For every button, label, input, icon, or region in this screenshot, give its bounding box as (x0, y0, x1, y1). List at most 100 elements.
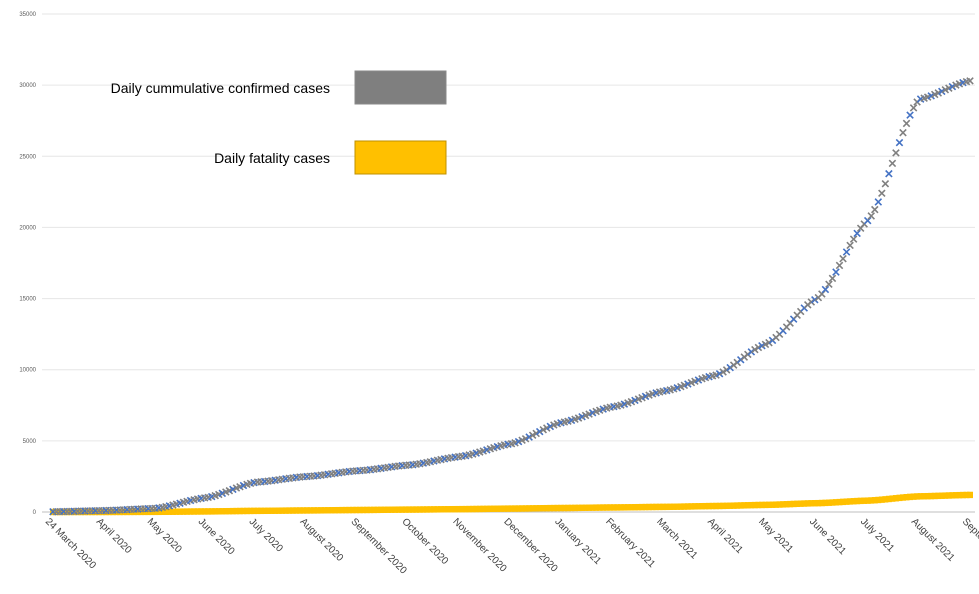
data-point (857, 497, 864, 505)
legend: Daily cummulative confirmed cases Daily … (111, 70, 447, 175)
data-point (878, 496, 885, 503)
data-point (956, 491, 963, 499)
data-point (568, 504, 575, 512)
data-point (839, 254, 847, 263)
x-tick-label: 24 March 2020 (43, 516, 98, 571)
data-point (180, 508, 187, 515)
data-point (797, 500, 804, 507)
data-point (924, 492, 931, 500)
data-point (586, 504, 593, 511)
data-point (807, 298, 816, 306)
data-point (152, 508, 159, 516)
data-point (864, 497, 871, 504)
data-point (557, 504, 564, 512)
y-tick-label: 10000 (19, 368, 36, 374)
data-point (737, 502, 744, 509)
data-point (853, 229, 861, 238)
data-point (878, 189, 886, 198)
data-point (166, 508, 173, 515)
data-point (850, 498, 857, 505)
data-point (854, 497, 861, 505)
data-point (871, 205, 879, 214)
data-point (575, 504, 582, 512)
data-point (811, 295, 819, 304)
legend-swatch-fatality (354, 140, 447, 175)
legend-label-fatality: Daily fatality cases (214, 150, 330, 166)
data-point (921, 493, 928, 500)
data-point (624, 504, 631, 511)
data-point (494, 505, 501, 512)
y-tick-label: 25000 (19, 154, 36, 160)
data-point (420, 506, 427, 513)
data-point (769, 501, 776, 508)
data-point (843, 498, 850, 505)
data-point (966, 77, 974, 85)
data-point (155, 508, 162, 516)
data-point (907, 493, 914, 501)
data-point (935, 492, 942, 500)
data-point (765, 338, 773, 347)
data-point (303, 507, 310, 514)
data-point (783, 501, 790, 508)
data-point (229, 507, 236, 515)
data-point (571, 504, 578, 512)
data-point (835, 261, 844, 270)
data-point (730, 502, 737, 509)
data-point (881, 179, 890, 188)
data-point (910, 493, 917, 500)
data-point (504, 505, 511, 512)
data-point (430, 506, 437, 513)
x-tick-label: April 2020 (94, 516, 134, 556)
data-point (804, 500, 811, 507)
data-point (332, 507, 339, 514)
data-point (780, 501, 787, 508)
data-point (222, 508, 229, 515)
data-point (674, 503, 681, 510)
data-point (698, 503, 705, 510)
y-tick-label: 15000 (19, 297, 36, 303)
data-point (236, 507, 243, 515)
y-tick-label: 20000 (19, 225, 36, 231)
data-point (289, 507, 296, 514)
data-point (187, 508, 194, 515)
data-point (899, 494, 906, 501)
data-point (353, 506, 360, 514)
data-point (773, 501, 780, 508)
data-point (888, 159, 897, 168)
data-point (875, 496, 882, 504)
data-point (600, 504, 607, 511)
data-point (515, 505, 522, 512)
data-point (526, 505, 533, 512)
data-point (593, 504, 600, 511)
data-point (325, 507, 332, 514)
data-point (840, 498, 847, 506)
data-point (832, 268, 840, 276)
data-point (695, 503, 702, 510)
series-layer (49, 77, 974, 516)
data-point (437, 506, 444, 513)
x-tick-label: April 2021 (705, 516, 745, 556)
y-tick-label: 0 (33, 510, 37, 516)
data-point (928, 492, 935, 500)
data-point (787, 500, 794, 508)
data-point (184, 508, 191, 515)
series-confirmed (49, 77, 974, 516)
x-tick-label: May 2021 (756, 516, 795, 555)
data-point (487, 505, 494, 513)
x-tick-label: September 2021 (960, 516, 979, 576)
data-point (734, 502, 741, 509)
data-point (649, 503, 656, 511)
data-point (815, 499, 822, 507)
data-point (945, 492, 952, 499)
data-point (243, 507, 250, 515)
data-point (314, 507, 321, 514)
data-point (596, 504, 603, 511)
y-axis-tick-labels: 0 5000 10000 15000 20000 25000 30000 35000 (19, 12, 36, 516)
data-point (628, 504, 635, 511)
data-point (847, 498, 854, 505)
y-tick-label: 30000 (19, 83, 36, 89)
data-point (374, 506, 381, 514)
data-point (462, 505, 469, 513)
data-point (892, 495, 899, 502)
